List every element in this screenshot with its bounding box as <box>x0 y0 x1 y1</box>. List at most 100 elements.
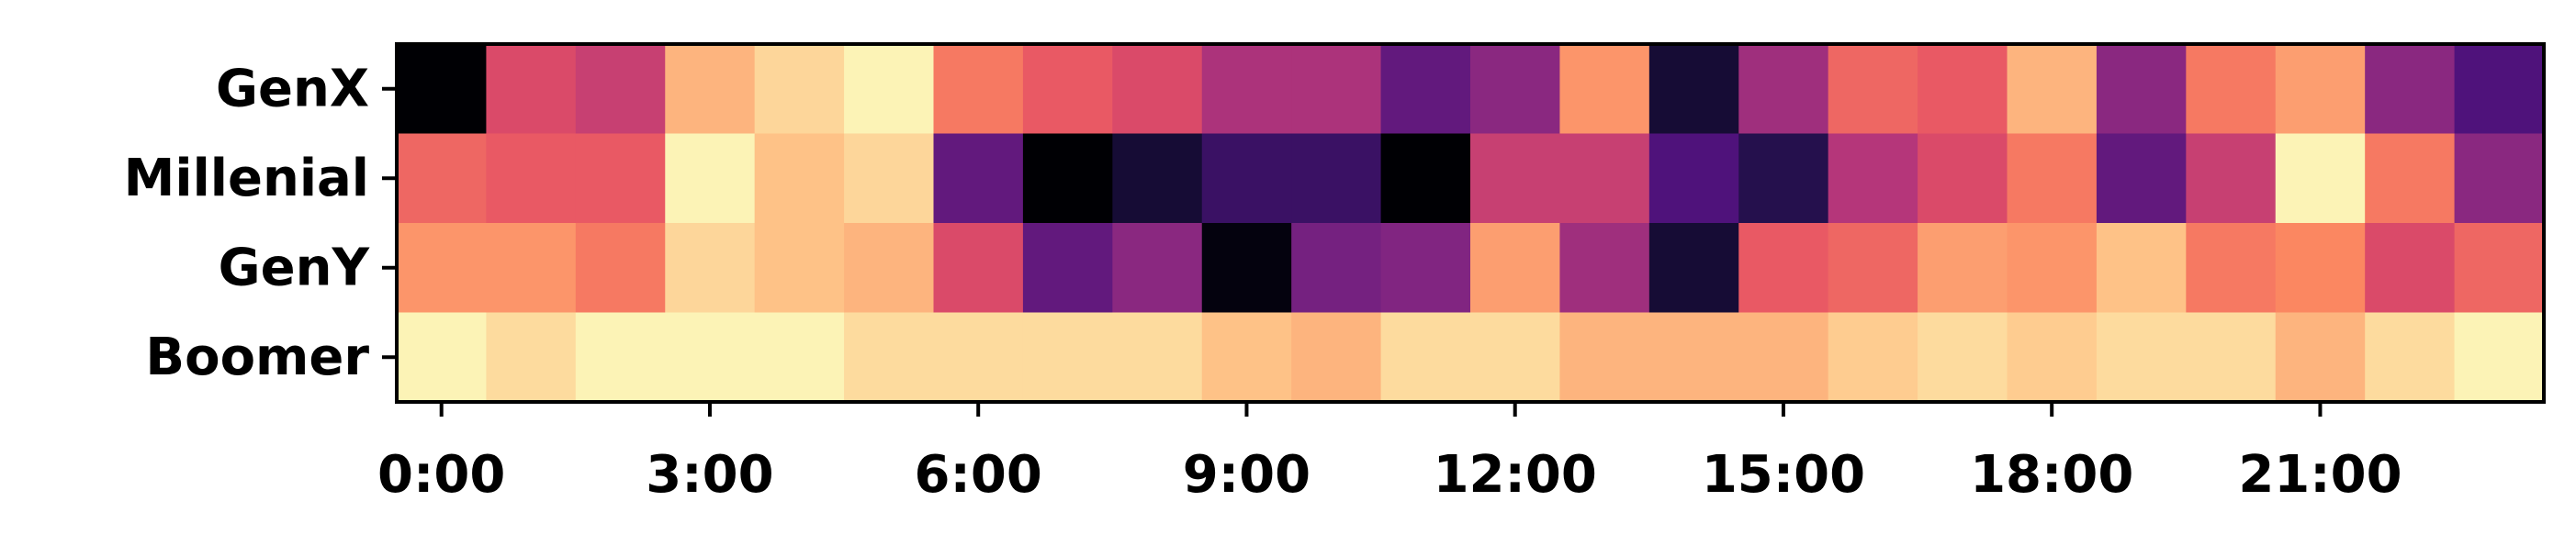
heatmap-cell-boomer-h0 <box>397 312 488 403</box>
heatmap-cell-genx-h6 <box>933 44 1024 135</box>
heatmap-cell-genx-h12 <box>1470 44 1561 135</box>
heatmap-cell-geny-h2 <box>575 223 666 314</box>
x-tick-label-h3: 3:00 <box>646 445 773 505</box>
heatmap-cell-millenial-h6 <box>933 133 1024 224</box>
heatmap-cell-genx-h4 <box>754 44 845 135</box>
heatmap-cell-millenial-h15 <box>1738 133 1829 224</box>
heatmap-cell-millenial-h1 <box>486 133 577 224</box>
heatmap-cell-genx-h2 <box>575 44 666 135</box>
heatmap-cell-boomer-h7 <box>1022 312 1113 403</box>
heatmap-cell-millenial-h19 <box>2096 133 2187 224</box>
heatmap-cell-millenial-h7 <box>1022 133 1113 224</box>
heatmap-cell-millenial-h20 <box>2186 133 2277 224</box>
heatmap-cell-boomer-h5 <box>844 312 935 403</box>
heatmap-cell-geny-h17 <box>1918 223 2008 314</box>
heatmap-cell-boomer-h12 <box>1470 312 1561 403</box>
x-tick-label-h9: 9:00 <box>1183 445 1310 505</box>
heatmap-cell-genx-h7 <box>1022 44 1113 135</box>
heatmap-cell-genx-h11 <box>1380 44 1471 135</box>
heatmap-cell-boomer-h16 <box>1828 312 1918 403</box>
heatmap-cell-genx-h21 <box>2275 44 2366 135</box>
heatmap-cell-geny-h1 <box>486 223 577 314</box>
heatmap-cell-millenial-h23 <box>2454 133 2545 224</box>
heatmap-cell-geny-h5 <box>844 223 935 314</box>
heatmap-cell-boomer-h19 <box>2096 312 2187 403</box>
heatmap-cell-geny-h21 <box>2275 223 2366 314</box>
x-axis: 0:00 3:00 6:00 9:00 12:00 15:00 18:00 21:00 <box>377 402 2402 505</box>
y-tick-label-boomer: Boomer <box>145 328 369 387</box>
heatmap-cell-genx-h17 <box>1918 44 2008 135</box>
plot-frame <box>395 42 2546 404</box>
heatmap-cell-genx-h10 <box>1291 44 1382 135</box>
heatmap-cell-geny-h14 <box>1648 223 1739 314</box>
heatmap-cell-boomer-h14 <box>1648 312 1739 403</box>
x-tick-label-h18: 18:00 <box>1970 445 2133 505</box>
heatmap-cell-boomer-h10 <box>1291 312 1382 403</box>
x-tick-label-h0: 0:00 <box>377 445 505 505</box>
heatmap-cell-genx-h19 <box>2096 44 2187 135</box>
heatmap-cell-boomer-h9 <box>1201 312 1292 403</box>
heatmap-cell-genx-h22 <box>2365 44 2456 135</box>
heatmap-cell-geny-h7 <box>1022 223 1113 314</box>
heatmap-cell-boomer-h6 <box>933 312 1024 403</box>
heatmap-cell-genx-h16 <box>1828 44 1918 135</box>
heatmap-cell-boomer-h21 <box>2275 312 2366 403</box>
heatmap-cell-geny-h20 <box>2186 223 2277 314</box>
heatmap-cell-genx-h0 <box>397 44 488 135</box>
heatmap-cell-geny-h6 <box>933 223 1024 314</box>
y-axis: GenX Millenial GenY Boomer <box>124 59 397 387</box>
heatmap-cell-geny-h3 <box>665 223 756 314</box>
heatmap-cell-genx-h23 <box>2454 44 2545 135</box>
y-tick-label-millenial: Millenial <box>124 149 369 208</box>
heatmap-cell-geny-h19 <box>2096 223 2187 314</box>
heatmap-cell-genx-h20 <box>2186 44 2277 135</box>
heatmap-cell-geny-h9 <box>1201 223 1292 314</box>
heatmap-cell-genx-h8 <box>1112 44 1203 135</box>
heatmap-cell-geny-h8 <box>1112 223 1203 314</box>
heatmap-cell-genx-h3 <box>665 44 756 135</box>
heatmap-cells <box>397 44 2545 403</box>
heatmap-cell-millenial-h16 <box>1828 133 1918 224</box>
heatmap-cell-millenial-h11 <box>1380 133 1471 224</box>
x-tick-label-h15: 15:00 <box>1702 445 1865 505</box>
heatmap-cell-geny-h13 <box>1559 223 1650 314</box>
heatmap-cell-genx-h13 <box>1559 44 1650 135</box>
heatmap-cell-millenial-h3 <box>665 133 756 224</box>
heatmap-cell-millenial-h14 <box>1648 133 1739 224</box>
heatmap-cell-millenial-h13 <box>1559 133 1650 224</box>
heatmap-cell-boomer-h13 <box>1559 312 1650 403</box>
heatmap-cell-millenial-h5 <box>844 133 935 224</box>
heatmap-cell-geny-h15 <box>1738 223 1829 314</box>
heatmap-cell-genx-h18 <box>2007 44 2098 135</box>
heatmap-cell-geny-h11 <box>1380 223 1471 314</box>
heatmap-cell-millenial-h21 <box>2275 133 2366 224</box>
heatmap-cell-geny-h22 <box>2365 223 2456 314</box>
heatmap-cell-boomer-h17 <box>1918 312 2008 403</box>
heatmap-cell-geny-h18 <box>2007 223 2098 314</box>
heatmap-cell-geny-h12 <box>1470 223 1561 314</box>
heatmap-cell-millenial-h22 <box>2365 133 2456 224</box>
heatmap-cell-millenial-h18 <box>2007 133 2098 224</box>
heatmap-cell-millenial-h10 <box>1291 133 1382 224</box>
heatmap-cell-millenial-h4 <box>754 133 845 224</box>
heatmap-cell-boomer-h1 <box>486 312 577 403</box>
heatmap-cell-boomer-h8 <box>1112 312 1203 403</box>
heatmap-cell-boomer-h18 <box>2007 312 2098 403</box>
heatmap-cell-millenial-h2 <box>575 133 666 224</box>
heatmap-cell-geny-h0 <box>397 223 488 314</box>
heatmap-cell-genx-h9 <box>1201 44 1292 135</box>
heatmap-cell-geny-h16 <box>1828 223 1918 314</box>
heatmap-cell-boomer-h2 <box>575 312 666 403</box>
x-tick-label-h21: 21:00 <box>2238 445 2402 505</box>
y-tick-label-genx: GenX <box>216 59 369 118</box>
heatmap-cell-boomer-h4 <box>754 312 845 403</box>
heatmap-cell-genx-h14 <box>1648 44 1739 135</box>
heatmap-cell-genx-h1 <box>486 44 577 135</box>
heatmap-cell-millenial-h8 <box>1112 133 1203 224</box>
heatmap-cell-genx-h15 <box>1738 44 1829 135</box>
heatmap-cell-geny-h4 <box>754 223 845 314</box>
x-tick-label-h6: 6:00 <box>915 445 1042 505</box>
heatmap-cell-boomer-h23 <box>2454 312 2545 403</box>
